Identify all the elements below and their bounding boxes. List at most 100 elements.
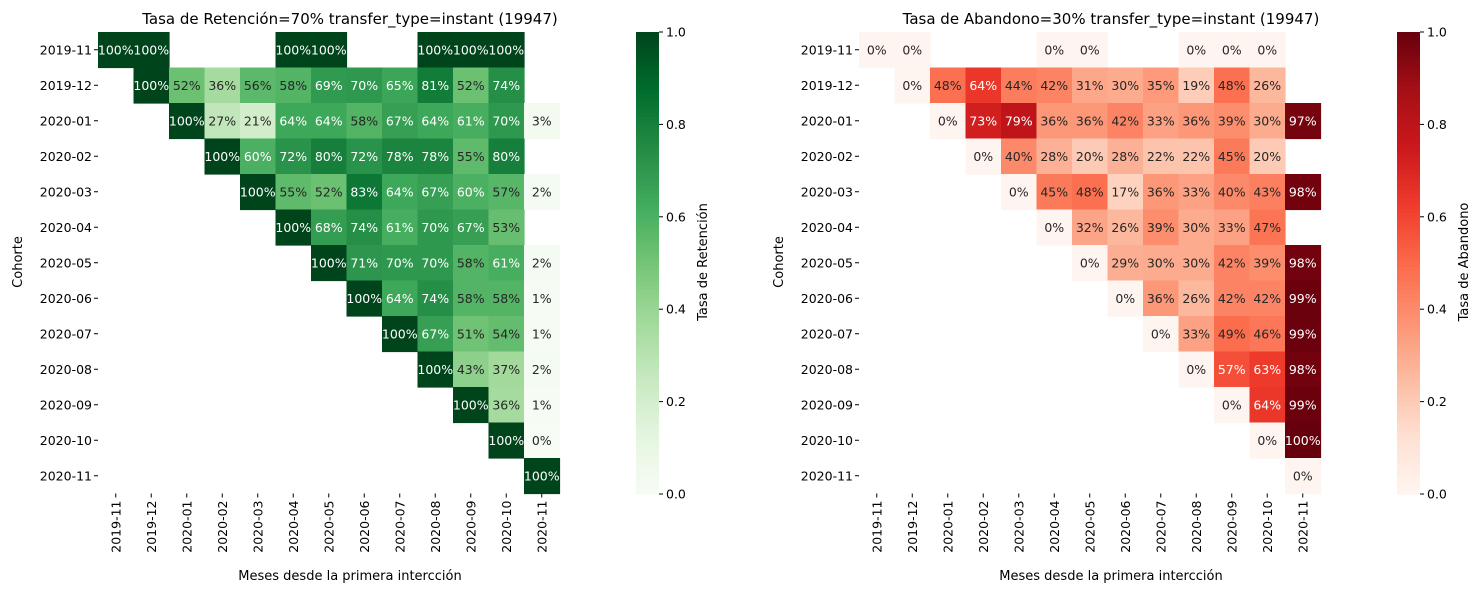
retention-cell-label: 61%	[492, 255, 520, 270]
abandonment-x-tick-label: 2020-07	[1153, 501, 1168, 553]
retention-colorbar-segment	[636, 428, 659, 433]
abandonment-cell-label: 44%	[1005, 78, 1033, 93]
retention-colorbar-segment	[636, 228, 659, 233]
retention-colorbar-segment	[636, 351, 659, 356]
abandonment-colorbar-segment	[1397, 451, 1420, 457]
abandonment-colorbar-segment	[1397, 132, 1420, 137]
abandonment-colorbar-segment	[1397, 116, 1420, 122]
retention-colorbar-segment	[636, 216, 659, 222]
abandonment-cell	[1072, 209, 1109, 246]
abandonment-colorbar-segment	[1397, 424, 1420, 430]
retention-cell-label: 70%	[421, 255, 449, 270]
abandonment-cell-label: 31%	[1076, 78, 1104, 93]
retention-colorbar-segment	[636, 251, 659, 256]
abandonment-cell	[1072, 103, 1109, 140]
abandonment-cell-label: 30%	[1182, 255, 1210, 270]
abandonment-cell	[1178, 67, 1215, 104]
retention-cell	[382, 138, 419, 175]
retention-cell	[524, 387, 561, 424]
abandonment-colorbar-segment	[1397, 455, 1420, 460]
abandonment-colorbar-tick-label: 0.6	[1427, 209, 1447, 224]
retention-colorbar-segment	[636, 124, 659, 129]
retention-colorbar-segment	[636, 313, 659, 318]
abandonment-cell-label: 0%	[902, 42, 922, 57]
retention-colorbar-tick-label: 0.2	[666, 394, 686, 409]
abandonment-x-tick-label: 2020-04	[1047, 500, 1062, 552]
retention-cell	[417, 32, 454, 69]
abandonment-cell-label: 0%	[1044, 42, 1064, 57]
abandonment-cell	[1178, 209, 1215, 246]
abandonment-cell-label: 43%	[1253, 184, 1281, 199]
retention-colorbar-segment	[636, 301, 659, 306]
retention-cell	[488, 245, 525, 282]
retention-colorbar-segment	[636, 189, 659, 195]
retention-cell-label: 3%	[532, 113, 552, 128]
abandonment-cell	[1072, 67, 1109, 104]
abandonment-colorbar-segment	[1397, 212, 1420, 218]
abandonment-cell-label: 0%	[1222, 42, 1242, 57]
retention-cell	[453, 351, 490, 388]
abandonment-colorbar-segment	[1397, 459, 1420, 464]
abandonment-cell-label: 45%	[1040, 184, 1068, 199]
abandonment-x-axis-label: Meses desde la primera intercción	[999, 569, 1222, 584]
retention-y-tick-label: 2020-06	[40, 291, 92, 306]
abandonment-cell	[1178, 280, 1215, 317]
abandonment-cell	[1214, 138, 1251, 175]
retention-y-tick-label: 2020-05	[40, 255, 92, 270]
retention-cell	[488, 32, 525, 69]
retention-cell	[488, 103, 525, 140]
retention-colorbar-tick-label: 0.4	[666, 302, 686, 317]
abandonment-x-tick-label: 2020-01	[940, 501, 955, 553]
abandonment-colorbar-segment	[1397, 147, 1420, 152]
abandonment-ticks: 2019-11 2019-12 2020-01 2020-02 2020-03 2020-…	[801, 42, 1310, 552]
retention-colorbar-segment	[636, 70, 659, 75]
abandonment-colorbar-segment	[1397, 289, 1420, 295]
retention-colorbar-segment	[636, 263, 659, 268]
abandonment-chart-title: Tasa de Abandono=30% transfer_type=insta…	[902, 10, 1320, 29]
abandonment-cell-label: 22%	[1182, 149, 1210, 164]
retention-cell-label: 64%	[315, 113, 343, 128]
retention-colorbar-segment	[636, 266, 659, 272]
abandonment-cell	[930, 67, 967, 104]
abandonment-colorbar-segment	[1397, 417, 1420, 422]
abandonment-colorbar-segment	[1397, 274, 1420, 279]
retention-colorbar-segment	[636, 463, 659, 468]
abandonment-cell	[1249, 245, 1286, 282]
retention-cell	[346, 245, 383, 282]
abandonment-cell-label: 20%	[1253, 149, 1281, 164]
retention-x-tick-label: 2020-07	[392, 501, 407, 553]
abandonment-colorbar-segment	[1397, 420, 1420, 426]
retention-cell	[204, 138, 241, 175]
abandonment-cell-label: 42%	[1253, 291, 1281, 306]
abandonment-cell-label: 28%	[1040, 149, 1068, 164]
abandonment-colorbar-segment	[1397, 316, 1420, 322]
retention-colorbar-segment	[636, 247, 659, 253]
abandonment-y-tick-label: 2020-11	[801, 468, 853, 483]
retention-cell-label: 74%	[421, 291, 449, 306]
abandonment-colorbar-segment	[1397, 467, 1420, 472]
retention-colorbar-segment	[636, 451, 659, 457]
abandonment-cell	[1036, 103, 1073, 140]
retention-colorbar-segment	[636, 74, 659, 79]
abandonment-colorbar-segment	[1397, 193, 1420, 199]
abandonment-cell-label: 28%	[1111, 149, 1139, 164]
abandonment-cell	[1249, 32, 1286, 69]
abandonment-colorbar-segment	[1397, 297, 1420, 303]
retention-colorbar-segment	[636, 482, 659, 487]
retention-colorbar-label: Tasa de Retención	[696, 203, 711, 322]
abandonment-cell	[1285, 245, 1322, 282]
retention-cell	[488, 280, 525, 317]
abandonment-colorbar-segment	[1397, 182, 1420, 187]
retention-cell	[382, 245, 419, 282]
retention-colorbar-segment	[636, 43, 659, 48]
abandonment-cell	[1249, 174, 1286, 211]
retention-cell	[524, 422, 561, 459]
abandonment-colorbar-segment	[1397, 336, 1420, 341]
retention-colorbar-segment	[636, 293, 659, 299]
retention-colorbar-segment	[636, 270, 659, 276]
abandonment-colorbar-segment	[1397, 347, 1420, 353]
retention-cell	[240, 174, 277, 211]
abandonment-y-tick-label: 2020-04	[801, 220, 853, 235]
retention-cell	[382, 103, 419, 140]
abandonment-colorbar-segment	[1397, 174, 1420, 179]
